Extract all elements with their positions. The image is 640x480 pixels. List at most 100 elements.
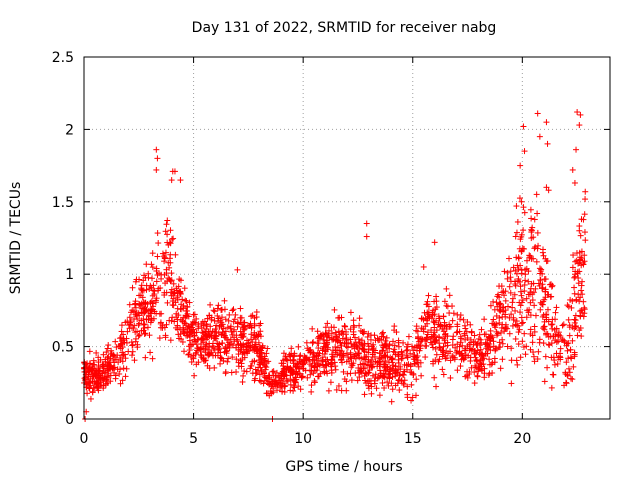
data-point bbox=[184, 325, 191, 332]
data-point bbox=[324, 356, 331, 363]
data-point bbox=[509, 299, 516, 306]
data-point bbox=[122, 355, 129, 362]
data-point bbox=[297, 372, 304, 379]
data-point bbox=[395, 337, 402, 344]
data-point bbox=[104, 345, 111, 352]
data-point bbox=[464, 368, 471, 375]
data-point bbox=[384, 379, 391, 386]
data-point bbox=[562, 379, 569, 386]
data-point bbox=[256, 371, 263, 378]
data-point bbox=[221, 306, 228, 313]
data-point bbox=[102, 382, 109, 389]
data-point bbox=[290, 387, 297, 394]
data-point bbox=[293, 371, 300, 378]
data-point bbox=[404, 354, 411, 361]
data-point bbox=[531, 358, 538, 365]
data-point bbox=[250, 347, 257, 354]
data-point bbox=[456, 328, 463, 335]
data-point bbox=[355, 340, 362, 347]
data-point bbox=[454, 341, 461, 348]
data-point bbox=[290, 356, 297, 363]
data-point bbox=[368, 364, 375, 371]
data-point bbox=[541, 378, 548, 385]
data-point bbox=[449, 303, 456, 310]
data-point bbox=[553, 325, 560, 332]
data-point bbox=[202, 357, 209, 364]
data-point bbox=[178, 301, 185, 308]
data-point bbox=[376, 350, 383, 357]
data-point bbox=[341, 322, 348, 329]
data-point bbox=[501, 292, 508, 299]
data-point bbox=[297, 352, 304, 359]
data-point bbox=[186, 337, 193, 344]
y-tick-label: 2 bbox=[65, 122, 74, 138]
data-point bbox=[161, 258, 168, 265]
data-point bbox=[328, 359, 335, 366]
data-point bbox=[572, 312, 579, 319]
data-point bbox=[262, 363, 269, 370]
data-point bbox=[351, 324, 358, 331]
data-point bbox=[320, 336, 327, 343]
data-point bbox=[517, 302, 524, 309]
data-point bbox=[294, 361, 301, 368]
data-point bbox=[509, 295, 516, 302]
data-point bbox=[537, 306, 544, 313]
data-point bbox=[515, 277, 522, 284]
data-point bbox=[481, 374, 488, 381]
data-point bbox=[206, 344, 213, 351]
data-point bbox=[288, 345, 295, 352]
data-point bbox=[185, 351, 192, 358]
data-point bbox=[517, 288, 524, 295]
data-point bbox=[219, 329, 226, 336]
data-point bbox=[154, 253, 161, 260]
data-point bbox=[153, 278, 160, 285]
data-point bbox=[523, 257, 530, 264]
data-points bbox=[81, 109, 589, 422]
data-point bbox=[478, 361, 485, 368]
data-point bbox=[155, 240, 162, 247]
data-point bbox=[513, 254, 520, 261]
data-point bbox=[237, 357, 244, 364]
data-point bbox=[191, 311, 198, 318]
data-point bbox=[222, 316, 229, 323]
data-point bbox=[559, 322, 566, 329]
data-point bbox=[383, 334, 390, 341]
data-point bbox=[375, 374, 382, 381]
data-point bbox=[126, 314, 133, 321]
data-point bbox=[165, 275, 172, 282]
data-point bbox=[212, 332, 219, 339]
data-point bbox=[504, 303, 511, 310]
data-point bbox=[431, 332, 438, 339]
data-point bbox=[517, 283, 524, 290]
data-point bbox=[529, 332, 536, 339]
data-point bbox=[440, 343, 447, 350]
data-point bbox=[575, 275, 582, 282]
data-point bbox=[170, 235, 177, 242]
data-point bbox=[439, 366, 446, 373]
data-point bbox=[88, 366, 95, 373]
data-point bbox=[168, 177, 175, 184]
data-point bbox=[544, 364, 551, 371]
data-point bbox=[379, 342, 386, 349]
data-point bbox=[111, 369, 118, 376]
data-point bbox=[465, 352, 472, 359]
data-point bbox=[447, 357, 454, 364]
data-point bbox=[515, 341, 522, 348]
data-point bbox=[282, 356, 289, 363]
data-point bbox=[559, 336, 566, 343]
data-point bbox=[177, 325, 184, 332]
data-point bbox=[263, 360, 270, 367]
data-point bbox=[379, 330, 386, 337]
data-point bbox=[261, 377, 268, 384]
data-point bbox=[428, 327, 435, 334]
data-point bbox=[429, 311, 436, 318]
data-point bbox=[433, 383, 440, 390]
data-point bbox=[476, 351, 483, 358]
data-point bbox=[291, 352, 298, 359]
data-point bbox=[168, 236, 175, 243]
data-point bbox=[256, 377, 263, 384]
grid-lines bbox=[84, 57, 610, 419]
data-point bbox=[422, 354, 429, 361]
data-point bbox=[506, 283, 513, 290]
data-point bbox=[517, 309, 524, 316]
